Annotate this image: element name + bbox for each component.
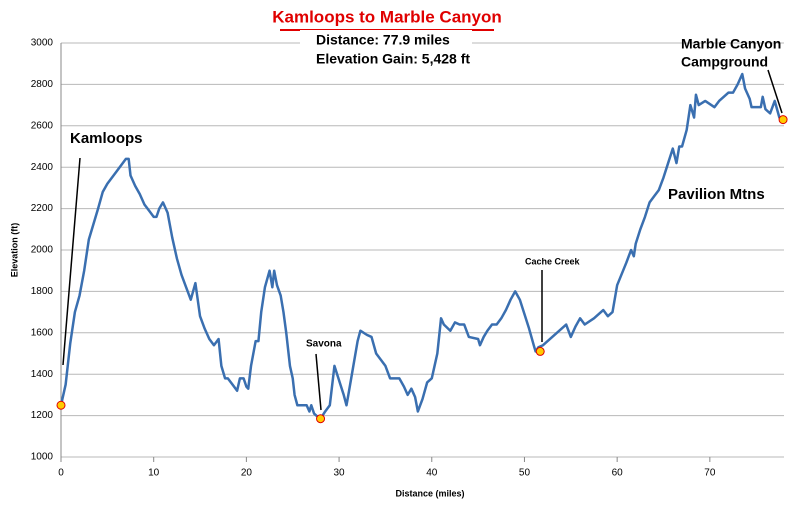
point-marker: [56, 400, 66, 410]
x-tick-label: 10: [148, 468, 160, 479]
x-tick-label: 40: [426, 468, 438, 479]
point-label: Savona: [306, 339, 342, 350]
info-box: [300, 30, 472, 70]
leader-line: [62, 157, 81, 366]
x-axis-label: Distance (miles): [395, 488, 464, 498]
y-tick-label: 2800: [31, 79, 54, 90]
x-tick-label: 20: [241, 468, 253, 479]
info-text: Distance: 77.9 miles: [316, 32, 450, 48]
x-tick-label: 60: [612, 468, 624, 479]
point-label: Marble Canyon: [681, 36, 781, 52]
chart-title: Kamloops to Marble Canyon: [272, 7, 502, 26]
y-tick-label: 1800: [31, 286, 54, 297]
y-tick-label: 1400: [31, 369, 54, 380]
leader-line: [767, 69, 783, 114]
y-tick-label: 1200: [31, 410, 54, 421]
point-label: Cache Creek: [525, 256, 581, 266]
x-tick-label: 70: [704, 468, 716, 479]
point-marker: [535, 346, 545, 356]
y-tick-label: 2200: [31, 203, 54, 214]
annotation: Pavilion Mtns: [668, 186, 765, 203]
leader-line: [315, 353, 322, 411]
y-tick-label: 3000: [31, 38, 54, 49]
point-label: Campground: [681, 54, 768, 70]
y-tick-label: 2600: [31, 120, 54, 131]
point-label: Kamloops: [70, 130, 143, 147]
info-text: Elevation Gain: 5,428 ft: [316, 51, 470, 67]
y-tick-label: 1600: [31, 327, 54, 338]
point-marker: [778, 115, 788, 125]
point-marker: [316, 414, 326, 424]
x-tick-label: 50: [519, 468, 531, 479]
x-tick-label: 30: [334, 468, 346, 479]
y-tick-label: 1000: [31, 452, 54, 463]
y-axis-label: Elevation (ft): [9, 223, 19, 278]
x-tick-label: 0: [58, 468, 64, 479]
y-tick-label: 2400: [31, 162, 54, 173]
elevation-line: [59, 72, 784, 420]
y-tick-label: 2000: [31, 245, 54, 256]
